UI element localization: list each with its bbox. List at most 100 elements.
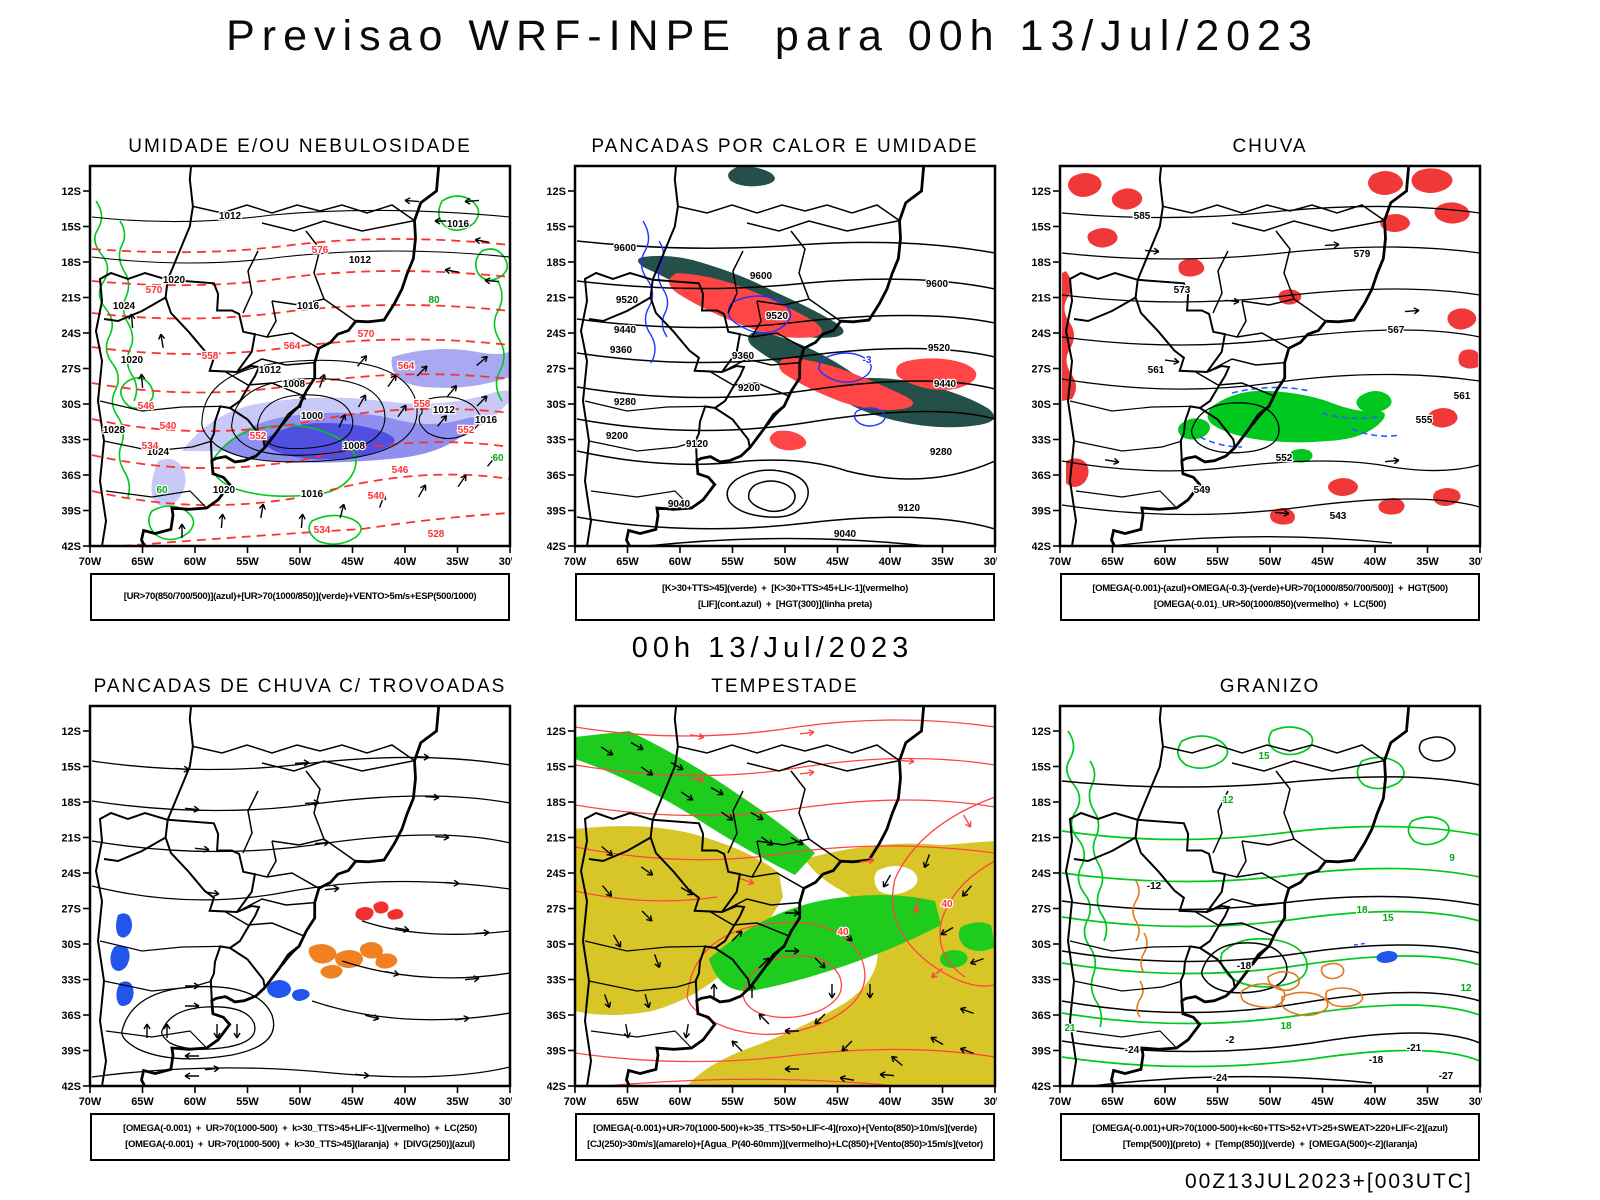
svg-text:55W: 55W: [1206, 556, 1229, 568]
svg-text:39S: 39S: [547, 1046, 566, 1058]
svg-text:30S: 30S: [547, 939, 566, 951]
svg-text:50W: 50W: [774, 556, 797, 568]
svg-text:18S: 18S: [547, 257, 566, 269]
svg-text:-27: -27: [1439, 1071, 1454, 1082]
panel-trovoadas-map: 12S 15S 18S 21S 24S 27S 30S 33S 36S 39S 42S 70W 65W 6…: [62, 704, 512, 1108]
svg-text:50W: 50W: [1259, 556, 1282, 568]
svg-text:12: 12: [1222, 795, 1234, 806]
svg-text:21: 21: [1064, 1023, 1076, 1034]
svg-text:30W: 30W: [1469, 556, 1482, 568]
svg-text:-21: -21: [1407, 1043, 1422, 1054]
svg-text:561: 561: [1454, 391, 1471, 402]
svg-text:12S: 12S: [62, 186, 81, 198]
svg-text:15S: 15S: [1032, 222, 1051, 234]
svg-text:1008: 1008: [343, 441, 366, 452]
svg-text:9600: 9600: [926, 279, 949, 290]
svg-text:65W: 65W: [131, 556, 154, 568]
timestamp-footer: 00Z13JUL2023+[003UTC]: [1185, 1170, 1473, 1193]
svg-text:70W: 70W: [564, 556, 587, 568]
svg-text:528: 528: [428, 529, 445, 540]
svg-text:27S: 27S: [62, 904, 81, 916]
svg-text:35W: 35W: [931, 556, 954, 568]
svg-text:30W: 30W: [984, 556, 997, 568]
svg-text:18S: 18S: [62, 797, 81, 809]
svg-text:9360: 9360: [610, 345, 633, 356]
panel-trovoadas-title: PANCADAS DE CHUVA C/ TROVOADAS: [93, 676, 507, 697]
svg-text:12S: 12S: [547, 726, 566, 738]
svg-text:40W: 40W: [1364, 556, 1387, 568]
svg-text:30S: 30S: [62, 939, 81, 951]
panel-chuva: CHUVA: [1032, 136, 1482, 621]
svg-text:15S: 15S: [547, 762, 566, 774]
svg-text:65W: 65W: [1101, 1096, 1124, 1108]
svg-text:27S: 27S: [1032, 364, 1051, 376]
svg-text:24S: 24S: [1032, 328, 1051, 340]
svg-text:70W: 70W: [79, 1096, 102, 1108]
panel-trovoadas: PANCADAS DE CHUVA C/ TROVOADAS: [62, 676, 512, 1161]
svg-text:1020: 1020: [163, 275, 186, 286]
svg-text:42S: 42S: [62, 541, 81, 553]
svg-text:21S: 21S: [62, 833, 81, 845]
svg-text:30W: 30W: [499, 556, 512, 568]
svg-text:55W: 55W: [236, 1096, 259, 1108]
panel-tempestade: TEMPESTADE: [547, 676, 997, 1161]
panel-trovoadas-caption: [OMEGA(-0.001) + UR>70(1000-500) + k>30_…: [90, 1113, 510, 1161]
svg-text:552: 552: [458, 425, 475, 436]
svg-text:40: 40: [941, 899, 953, 910]
svg-text:60W: 60W: [184, 556, 207, 568]
svg-text:45W: 45W: [341, 1096, 364, 1108]
svg-text:15S: 15S: [1032, 762, 1051, 774]
svg-text:9600: 9600: [614, 243, 637, 254]
svg-text:9200: 9200: [738, 383, 761, 394]
panel-pancadas-calor-title: PANCADAS POR CALOR E UMIDADE: [591, 136, 979, 157]
svg-text:1020: 1020: [213, 485, 236, 496]
svg-text:1016: 1016: [301, 489, 324, 500]
panel-granizo-map: -12 -18 -2 -24 -18 -21 -24 -27 12 15 18 15 12 21 18 9 1…: [1032, 704, 1482, 1108]
svg-text:1016: 1016: [297, 301, 320, 312]
svg-text:9440: 9440: [934, 379, 957, 390]
panel-chuva-title: CHUVA: [1232, 136, 1308, 157]
svg-text:24S: 24S: [62, 868, 81, 880]
svg-text:555: 555: [1416, 415, 1433, 426]
svg-text:573: 573: [1174, 285, 1191, 296]
svg-text:33S: 33S: [62, 435, 81, 447]
svg-text:1024: 1024: [113, 301, 136, 312]
panel-tempestade-map: 40 40 12S 15S 18S 21S 24S 27S 30S 33S 36S 39S 42S 70…: [547, 704, 997, 1108]
svg-text:33S: 33S: [547, 975, 566, 987]
svg-text:12: 12: [1460, 983, 1472, 994]
svg-text:55W: 55W: [721, 556, 744, 568]
svg-text:9120: 9120: [686, 439, 709, 450]
svg-text:15: 15: [1258, 751, 1270, 762]
svg-text:-24: -24: [1125, 1045, 1140, 1056]
page-title: Previsao WRF-INPE para 00h 13/Jul/2023: [226, 12, 1319, 60]
svg-text:24S: 24S: [1032, 868, 1051, 880]
svg-text:1024: 1024: [147, 447, 170, 458]
svg-text:70W: 70W: [1049, 1096, 1072, 1108]
svg-text:42S: 42S: [62, 1081, 81, 1093]
svg-text:534: 534: [314, 525, 331, 536]
svg-text:9600: 9600: [750, 271, 773, 282]
svg-text:36S: 36S: [1032, 470, 1051, 482]
svg-text:9440: 9440: [614, 325, 637, 336]
svg-text:40W: 40W: [394, 1096, 417, 1108]
svg-text:42S: 42S: [1032, 541, 1051, 553]
svg-text:55W: 55W: [236, 556, 259, 568]
svg-text:1000: 1000: [301, 411, 324, 422]
svg-text:30W: 30W: [499, 1096, 512, 1108]
svg-text:65W: 65W: [616, 1096, 639, 1108]
svg-text:552: 552: [1276, 453, 1293, 464]
panel-chuva-caption: [OMEGA(-0.001)-(azul)+OMEGA(-0.3)-(verde…: [1060, 573, 1480, 621]
svg-text:50W: 50W: [1259, 1096, 1282, 1108]
svg-text:-2: -2: [1226, 1035, 1235, 1046]
svg-text:9120: 9120: [898, 503, 921, 514]
svg-text:549: 549: [1194, 485, 1211, 496]
svg-text:21S: 21S: [547, 833, 566, 845]
svg-text:27S: 27S: [547, 904, 566, 916]
panel-granizo-caption: [OMEGA(-0.001)+UR>70(1000-500)+k<60+TTS>…: [1060, 1113, 1480, 1161]
svg-text:30W: 30W: [984, 1096, 997, 1108]
svg-text:39S: 39S: [62, 1046, 81, 1058]
svg-text:9040: 9040: [668, 499, 691, 510]
svg-text:30S: 30S: [547, 399, 566, 411]
